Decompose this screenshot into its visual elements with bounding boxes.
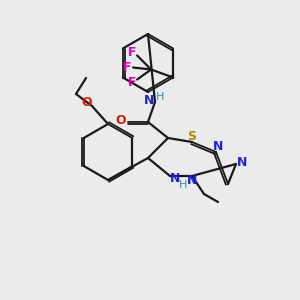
Text: H: H — [179, 180, 187, 190]
Text: N: N — [187, 175, 197, 188]
Text: N: N — [170, 172, 180, 185]
Text: S: S — [188, 130, 196, 142]
Text: F: F — [128, 76, 136, 89]
Text: H: H — [156, 92, 164, 102]
Text: N: N — [144, 94, 154, 107]
Text: F: F — [123, 61, 131, 74]
Text: N: N — [213, 140, 223, 152]
Text: F: F — [128, 46, 136, 59]
Text: N: N — [237, 155, 247, 169]
Text: O: O — [82, 95, 92, 109]
Text: O: O — [116, 115, 126, 128]
